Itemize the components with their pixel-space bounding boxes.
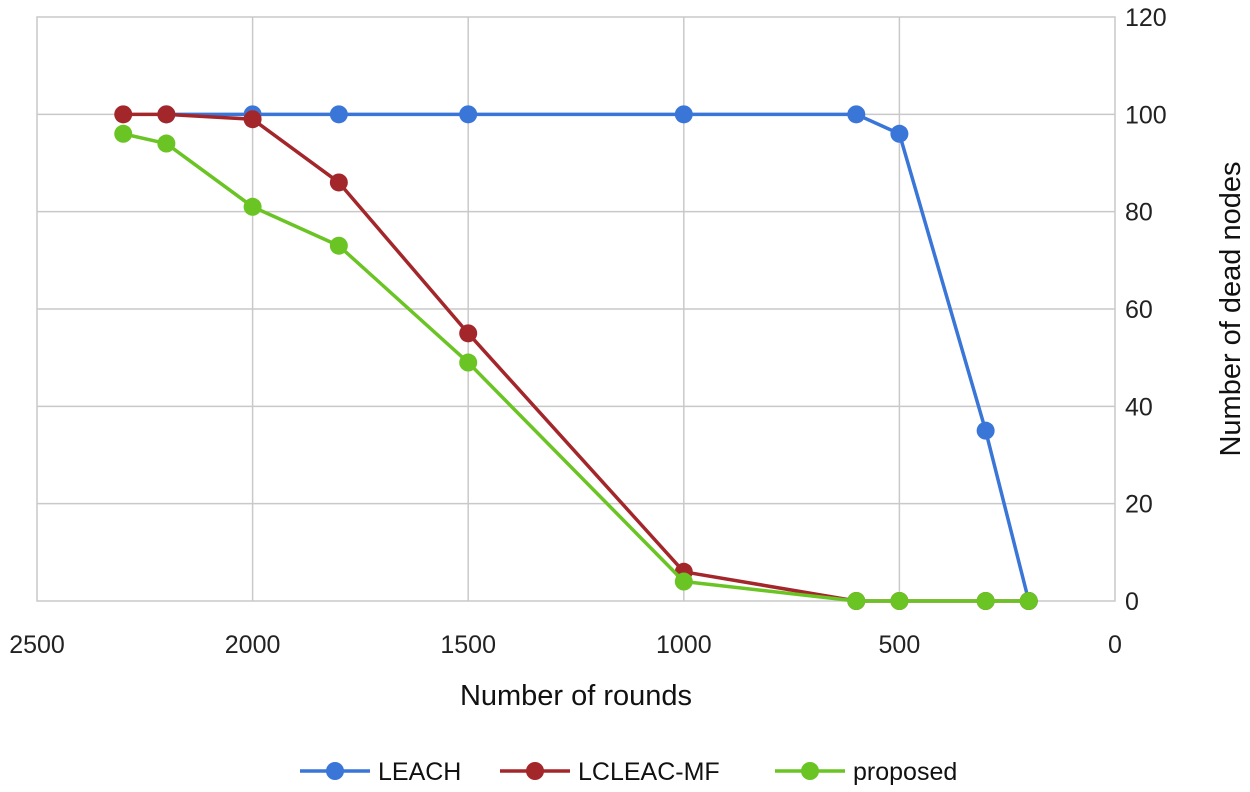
- x-tick-label: 2500: [9, 631, 65, 659]
- data-point-proposed: [243, 197, 262, 216]
- y-tick-label: 0: [1125, 588, 1139, 616]
- x-axis-title: Number of rounds: [460, 680, 692, 712]
- x-tick-label: 1000: [656, 631, 712, 659]
- series-line-proposed: [122, 132, 1029, 603]
- data-point-leach: [976, 421, 995, 440]
- data-point-proposed: [976, 592, 995, 610]
- data-point-proposed: [329, 236, 348, 255]
- data-point-lcleac-mf: [459, 324, 478, 343]
- data-point-proposed: [157, 134, 176, 153]
- legend-label-leach: LEACH: [378, 758, 461, 786]
- legend-marker-lcleac-mf: [526, 762, 544, 780]
- y-tick-label: 40: [1125, 393, 1153, 421]
- x-tick-label: 0: [1108, 631, 1122, 659]
- series-layer: [114, 105, 1038, 610]
- data-point-leach: [329, 105, 348, 124]
- data-point-lcleac-mf: [329, 173, 348, 192]
- data-point-lcleac-mf: [157, 105, 176, 124]
- data-point-proposed: [847, 592, 866, 610]
- series-proposed: [114, 124, 1038, 610]
- y-axis-ticks: 0 20 40 60 80 100 120: [1125, 4, 1167, 616]
- data-point-proposed: [1019, 592, 1038, 610]
- data-point-lcleac-mf: [243, 110, 262, 129]
- y-tick-label: 100: [1125, 101, 1167, 129]
- legend-label-proposed: proposed: [853, 758, 957, 786]
- x-tick-label: 500: [879, 631, 921, 659]
- data-point-proposed: [459, 353, 478, 372]
- data-point-lcleac-mf: [114, 105, 133, 124]
- data-point-proposed: [114, 124, 133, 143]
- y-tick-label: 20: [1125, 491, 1153, 519]
- legend-item-leach: LEACH: [300, 758, 461, 786]
- y-axis-title: Number of dead nodes: [1215, 161, 1247, 456]
- y-tick-label: 80: [1125, 199, 1153, 227]
- legend-item-lcleac-mf: LCLEAC-MF: [500, 758, 720, 786]
- x-tick-label: 2000: [225, 631, 281, 659]
- y-tick-label: 60: [1125, 296, 1153, 324]
- y-tick-label: 120: [1125, 4, 1167, 32]
- x-axis-ticks: 2500 2000 1500 1000 500 0: [9, 631, 1122, 659]
- data-point-proposed: [890, 592, 909, 610]
- data-point-proposed: [674, 572, 693, 591]
- data-point-leach: [459, 105, 478, 124]
- data-point-leach: [890, 124, 909, 143]
- data-point-leach: [847, 105, 866, 124]
- legend-marker-proposed: [801, 762, 819, 780]
- data-point-leach: [674, 105, 693, 124]
- x-tick-label: 1500: [440, 631, 496, 659]
- legend-item-proposed: proposed: [775, 758, 957, 786]
- legend-label-lcleac-mf: LCLEAC-MF: [578, 758, 720, 786]
- legend: LEACH LCLEAC-MF proposed: [300, 758, 957, 786]
- legend-marker-leach: [326, 762, 344, 780]
